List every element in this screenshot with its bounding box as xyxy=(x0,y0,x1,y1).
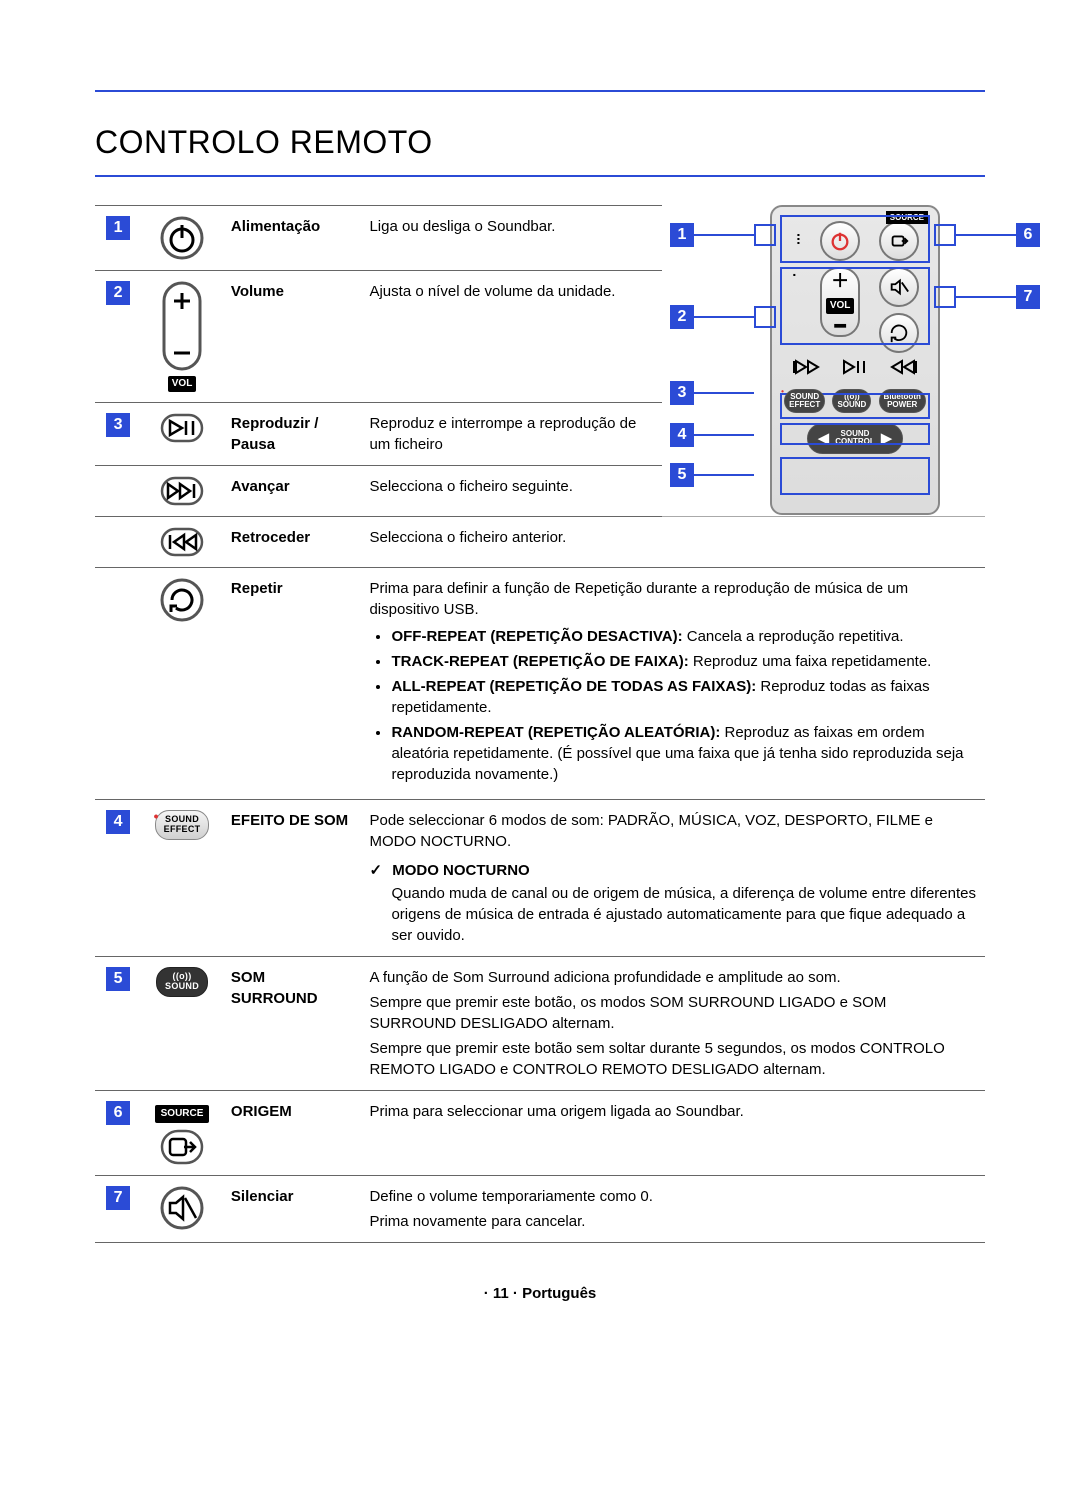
remote-mute-icon xyxy=(879,267,919,307)
row-number: 5 xyxy=(106,967,130,991)
prev-icon xyxy=(141,516,223,567)
callout-7: 7 xyxy=(934,285,1040,309)
row-label: Retroceder xyxy=(223,516,362,567)
check-icon: ✓ xyxy=(369,862,382,879)
remote-source-label: SOURCE xyxy=(886,211,928,224)
play-pause-icon xyxy=(141,402,223,465)
table-row: 5 ((o))SOUND SOM SURROUND A função de So… xyxy=(95,956,985,1090)
remote-prev-icon xyxy=(792,359,822,381)
row-desc: Ajusta o nível de volume da unidade. xyxy=(361,270,661,402)
callout-1: 1 xyxy=(670,223,776,247)
title-rule xyxy=(95,175,985,177)
row-label: Alimentação xyxy=(223,205,362,270)
remote-body: SOURCE ⠸ ⠂ ＋ xyxy=(770,205,940,515)
table-row: 4 •SOUND EFFECT EFEITO DE SOM Pode selec… xyxy=(95,799,985,956)
row-desc: Selecciona o ficheiro seguinte. xyxy=(361,465,661,516)
callout-4: 4 xyxy=(670,423,754,447)
volume-icon: VOL xyxy=(141,270,223,402)
repeat-icon xyxy=(141,567,223,799)
row-label: ORIGEM xyxy=(223,1090,362,1175)
top-rule xyxy=(95,90,985,92)
row-label: Reproduzir / Pausa xyxy=(223,402,362,465)
callout-3: 3 xyxy=(670,381,754,405)
callout-2: 2 xyxy=(670,305,776,329)
row-label: EFEITO DE SOM xyxy=(223,799,362,956)
row-label: Repetir xyxy=(223,567,362,799)
row-number: 1 xyxy=(106,216,130,240)
remote-power-icon xyxy=(820,221,860,261)
row-number: 6 xyxy=(106,1101,130,1125)
callout-5: 5 xyxy=(670,463,754,487)
remote-playpause-icon xyxy=(842,359,868,381)
row-number: 2 xyxy=(106,281,130,305)
table-row: Repetir Prima para definir a função de R… xyxy=(95,567,985,799)
row-desc: Liga ou desliga o Soundbar. xyxy=(361,205,661,270)
row-desc: Reproduz e interrompe a reprodução de um… xyxy=(361,402,661,465)
remote-sound-effect-btn: •SOUNDEFFECT xyxy=(784,389,825,413)
row-desc: Prima para seleccionar uma origem ligada… xyxy=(361,1090,985,1175)
source-icon: SOURCE xyxy=(141,1090,223,1175)
vol-label: VOL xyxy=(168,376,197,392)
remote-next-icon xyxy=(888,359,918,381)
row-desc: Selecciona o ficheiro anterior. xyxy=(361,516,985,567)
remote-volume-icon: ＋ VOL ━ xyxy=(820,267,860,337)
next-icon xyxy=(141,465,223,516)
remote-source-icon xyxy=(879,221,919,261)
effect-intro: Pode seleccionar 6 modos de som: PADRÃO,… xyxy=(369,810,977,852)
row-desc: Define o volume temporariamente como 0. … xyxy=(361,1175,985,1242)
check-body: Quando muda de canal ou de origem de mús… xyxy=(391,883,977,946)
remote-sound-control-btn: ◀ SOUNDCONTROL ▶ xyxy=(807,423,904,454)
sound-effect-icon: •SOUND EFFECT xyxy=(141,799,223,956)
row-number: 7 xyxy=(106,1186,130,1210)
row-desc: Pode seleccionar 6 modos de som: PADRÃO,… xyxy=(361,799,985,956)
row-desc: Prima para definir a função de Repetição… xyxy=(361,567,985,799)
remote-vol-label: VOL xyxy=(826,298,855,314)
page-title: CONTROLO REMOTO xyxy=(95,120,985,165)
mute-icon xyxy=(141,1175,223,1242)
repeat-bullets: OFF-REPEAT (REPETIÇÃO DESACTIVA): Cancel… xyxy=(391,626,977,785)
table-row: 6 SOURCE ORIGEM Prima para seleccionar u… xyxy=(95,1090,985,1175)
row-number: 4 xyxy=(106,810,130,834)
highlight-row5 xyxy=(780,457,930,495)
table-row: 7 Silenciar Define o volume temporariame… xyxy=(95,1175,985,1242)
row-label: Volume xyxy=(223,270,362,402)
row-label: Avançar xyxy=(223,465,362,516)
check-title: MODO NOCTURNO xyxy=(392,862,530,879)
remote-surround-btn: ((o))SOUND xyxy=(832,389,871,413)
row-number: 3 xyxy=(106,413,130,437)
table-row: Retroceder Selecciona o ficheiro anterio… xyxy=(95,516,985,567)
row-desc: A função de Som Surround adiciona profun… xyxy=(361,956,985,1090)
row-label: SOM SURROUND xyxy=(223,956,362,1090)
callout-6: 6 xyxy=(934,223,1040,247)
row-label: Silenciar xyxy=(223,1175,362,1242)
remote-diagram: SOURCE ⠸ ⠂ ＋ xyxy=(705,205,1005,515)
page-footer: · 11 · Português xyxy=(95,1283,985,1304)
remote-bt-power-btn: BluetoothPOWER xyxy=(879,389,926,413)
surround-icon: ((o))SOUND xyxy=(141,956,223,1090)
power-icon xyxy=(141,205,223,270)
repeat-intro: Prima para definir a função de Repetição… xyxy=(369,578,977,620)
remote-repeat-icon xyxy=(879,313,919,353)
